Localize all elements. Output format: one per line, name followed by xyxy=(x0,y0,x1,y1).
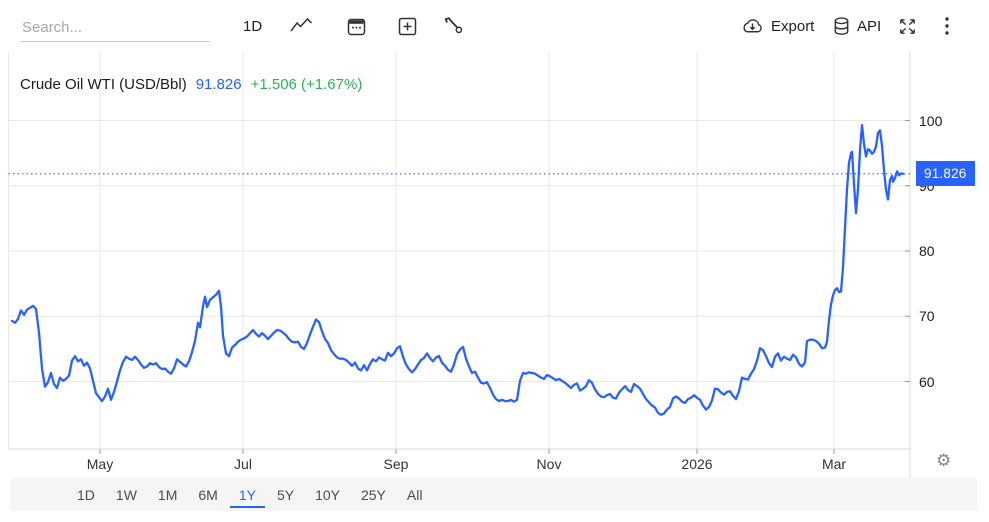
price-line-series xyxy=(10,123,905,416)
interval-button[interactable]: 1D xyxy=(243,11,262,41)
export-button[interactable]: Export xyxy=(740,11,814,41)
last-price-tag: 91.826 xyxy=(916,160,975,186)
y-axis-label: 80 xyxy=(919,243,935,259)
x-axis-label: Mar xyxy=(821,456,847,472)
interval-label: 1D xyxy=(243,17,263,35)
more-options-button[interactable] xyxy=(944,11,950,41)
period-button-1m[interactable]: 1M xyxy=(157,487,178,503)
period-button-all[interactable]: All xyxy=(406,487,423,503)
y-axis-label: 60 xyxy=(919,373,935,390)
wrench-icon xyxy=(444,17,463,34)
add-indicator-button[interactable] xyxy=(396,11,419,41)
x-axis-label: Sep xyxy=(383,456,409,472)
price-change: +1.506 (+1.67%) xyxy=(250,76,363,93)
instrument-name: Crude Oil WTI (USD/Bbl) xyxy=(20,76,187,93)
period-button-1w[interactable]: 1W xyxy=(115,487,137,503)
y-axis-label: 70 xyxy=(919,308,935,325)
calendar-icon xyxy=(347,18,366,35)
y-axis-label: 100 xyxy=(919,112,943,129)
toolbar: 1D xyxy=(0,0,989,52)
period-button-5y[interactable]: 5Y xyxy=(276,487,295,503)
period-selector: 1D 1W 1M 6M 1Y 5Y 10Y 25Y All xyxy=(10,478,977,511)
api-button[interactable]: API xyxy=(832,11,881,41)
plus-square-icon xyxy=(398,17,417,35)
x-axis-label: May xyxy=(86,456,114,472)
database-icon xyxy=(834,16,849,35)
period-button-25y[interactable]: 25Y xyxy=(360,487,386,503)
tools-button[interactable] xyxy=(442,11,464,41)
export-label: Export xyxy=(771,17,815,35)
x-axis-label: 2026 xyxy=(681,456,713,472)
instrument-header: Crude Oil WTI (USD/Bbl) 91.826 +1.506 (+… xyxy=(20,76,362,93)
cloud-download-icon xyxy=(743,18,762,32)
fullscreen-button[interactable] xyxy=(897,11,918,41)
settings-gear-icon[interactable]: ⚙ xyxy=(936,451,952,471)
calendar-button[interactable] xyxy=(345,11,368,41)
x-axis-label: Jul xyxy=(234,456,252,472)
period-button-1d[interactable]: 1D xyxy=(77,487,95,503)
period-button-10y[interactable]: 10Y xyxy=(315,487,340,503)
api-label: API xyxy=(857,17,882,35)
period-button-6m[interactable]: 6M xyxy=(198,487,218,503)
line-chart-icon xyxy=(290,17,313,32)
last-price: 91.826 xyxy=(195,76,242,93)
x-axis-label: Nov xyxy=(536,456,562,472)
period-button-1y[interactable]: 1Y xyxy=(229,481,265,508)
search-input[interactable] xyxy=(20,14,210,42)
kebab-icon xyxy=(945,17,949,35)
chart-type-button[interactable] xyxy=(289,11,314,41)
expand-icon xyxy=(900,18,915,34)
